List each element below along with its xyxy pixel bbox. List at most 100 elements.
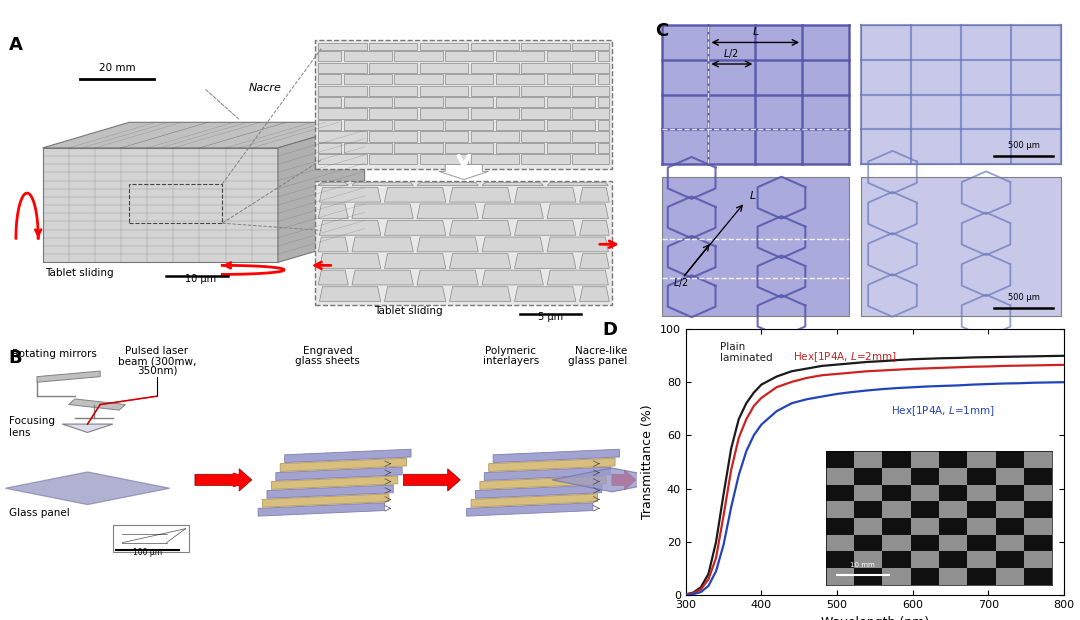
Bar <box>862 25 1061 164</box>
Bar <box>315 181 612 304</box>
Text: 350nm): 350nm) <box>137 366 177 376</box>
Bar <box>496 120 544 130</box>
Polygon shape <box>42 122 365 148</box>
Text: 20 mm: 20 mm <box>98 63 135 73</box>
Text: Polymeric: Polymeric <box>485 347 537 356</box>
Polygon shape <box>352 204 414 219</box>
Polygon shape <box>384 221 446 235</box>
Polygon shape <box>63 424 112 433</box>
Bar <box>445 97 494 107</box>
Polygon shape <box>494 449 620 463</box>
Polygon shape <box>262 494 389 507</box>
Text: Pulsed laser: Pulsed laser <box>125 347 189 356</box>
Text: B: B <box>9 348 23 367</box>
Polygon shape <box>548 270 608 285</box>
Polygon shape <box>319 182 348 185</box>
Bar <box>572 86 609 96</box>
Bar <box>662 25 849 164</box>
Bar <box>394 97 443 107</box>
Bar <box>319 154 366 164</box>
Text: Glass panel: Glass panel <box>9 508 69 518</box>
Bar <box>343 97 392 107</box>
Polygon shape <box>320 187 381 202</box>
Bar <box>546 74 595 84</box>
Bar <box>319 51 341 61</box>
Polygon shape <box>449 254 511 268</box>
Bar <box>369 63 417 73</box>
Bar <box>496 51 544 61</box>
Y-axis label: Transmittance (%): Transmittance (%) <box>642 405 654 519</box>
Text: 100 μm: 100 μm <box>133 547 162 557</box>
Text: $L/2$: $L/2$ <box>673 276 688 289</box>
Polygon shape <box>278 122 365 262</box>
Polygon shape <box>319 237 348 252</box>
Polygon shape <box>320 221 381 235</box>
Bar <box>597 74 609 84</box>
Bar <box>471 108 518 118</box>
Polygon shape <box>352 237 414 252</box>
Text: $L$: $L$ <box>752 25 759 37</box>
Polygon shape <box>482 270 543 285</box>
Bar <box>319 120 341 130</box>
Bar <box>597 51 609 61</box>
Polygon shape <box>449 187 511 202</box>
Bar <box>319 108 366 118</box>
Bar <box>445 51 494 61</box>
Bar <box>546 51 595 61</box>
Polygon shape <box>449 221 511 235</box>
Polygon shape <box>285 449 411 463</box>
Polygon shape <box>449 286 511 301</box>
Polygon shape <box>37 371 100 382</box>
Bar <box>343 74 392 84</box>
Bar <box>394 120 443 130</box>
Text: Focusing
lens: Focusing lens <box>9 416 55 438</box>
Bar <box>522 43 569 50</box>
Text: Plain
laminated: Plain laminated <box>719 342 772 363</box>
Polygon shape <box>417 204 478 219</box>
Polygon shape <box>514 286 576 301</box>
Bar <box>496 97 544 107</box>
Bar <box>546 97 595 107</box>
Bar <box>343 51 392 61</box>
Text: glass panel: glass panel <box>568 356 627 366</box>
Bar <box>343 143 392 153</box>
Polygon shape <box>417 270 478 285</box>
Bar <box>597 143 609 153</box>
Bar <box>319 131 366 141</box>
Text: C: C <box>656 22 669 40</box>
Text: Engraved: Engraved <box>302 347 352 356</box>
X-axis label: Wavelength (nm): Wavelength (nm) <box>821 616 929 620</box>
Text: 500 μm: 500 μm <box>1008 293 1039 302</box>
Bar <box>420 43 468 50</box>
Polygon shape <box>320 286 381 301</box>
Bar <box>445 120 494 130</box>
Bar <box>522 131 569 141</box>
Polygon shape <box>319 204 348 219</box>
Bar <box>471 43 518 50</box>
Bar <box>319 43 366 50</box>
Bar <box>369 43 417 50</box>
Polygon shape <box>275 467 402 480</box>
Bar <box>112 525 189 552</box>
Text: Rotating mirrors: Rotating mirrors <box>12 349 96 359</box>
Bar <box>420 154 468 164</box>
Bar <box>546 120 595 130</box>
Bar <box>522 154 569 164</box>
Bar <box>420 63 468 73</box>
Polygon shape <box>194 469 252 491</box>
Polygon shape <box>417 182 478 185</box>
Bar <box>522 108 569 118</box>
Polygon shape <box>580 254 609 268</box>
Bar <box>471 131 518 141</box>
Polygon shape <box>417 237 478 252</box>
Polygon shape <box>384 254 446 268</box>
Polygon shape <box>552 468 672 492</box>
Bar <box>862 177 1061 316</box>
Bar <box>471 63 518 73</box>
Polygon shape <box>258 503 384 516</box>
Polygon shape <box>580 187 609 202</box>
Polygon shape <box>352 270 414 285</box>
Bar <box>572 108 609 118</box>
Bar <box>394 51 443 61</box>
Text: A: A <box>9 37 23 55</box>
